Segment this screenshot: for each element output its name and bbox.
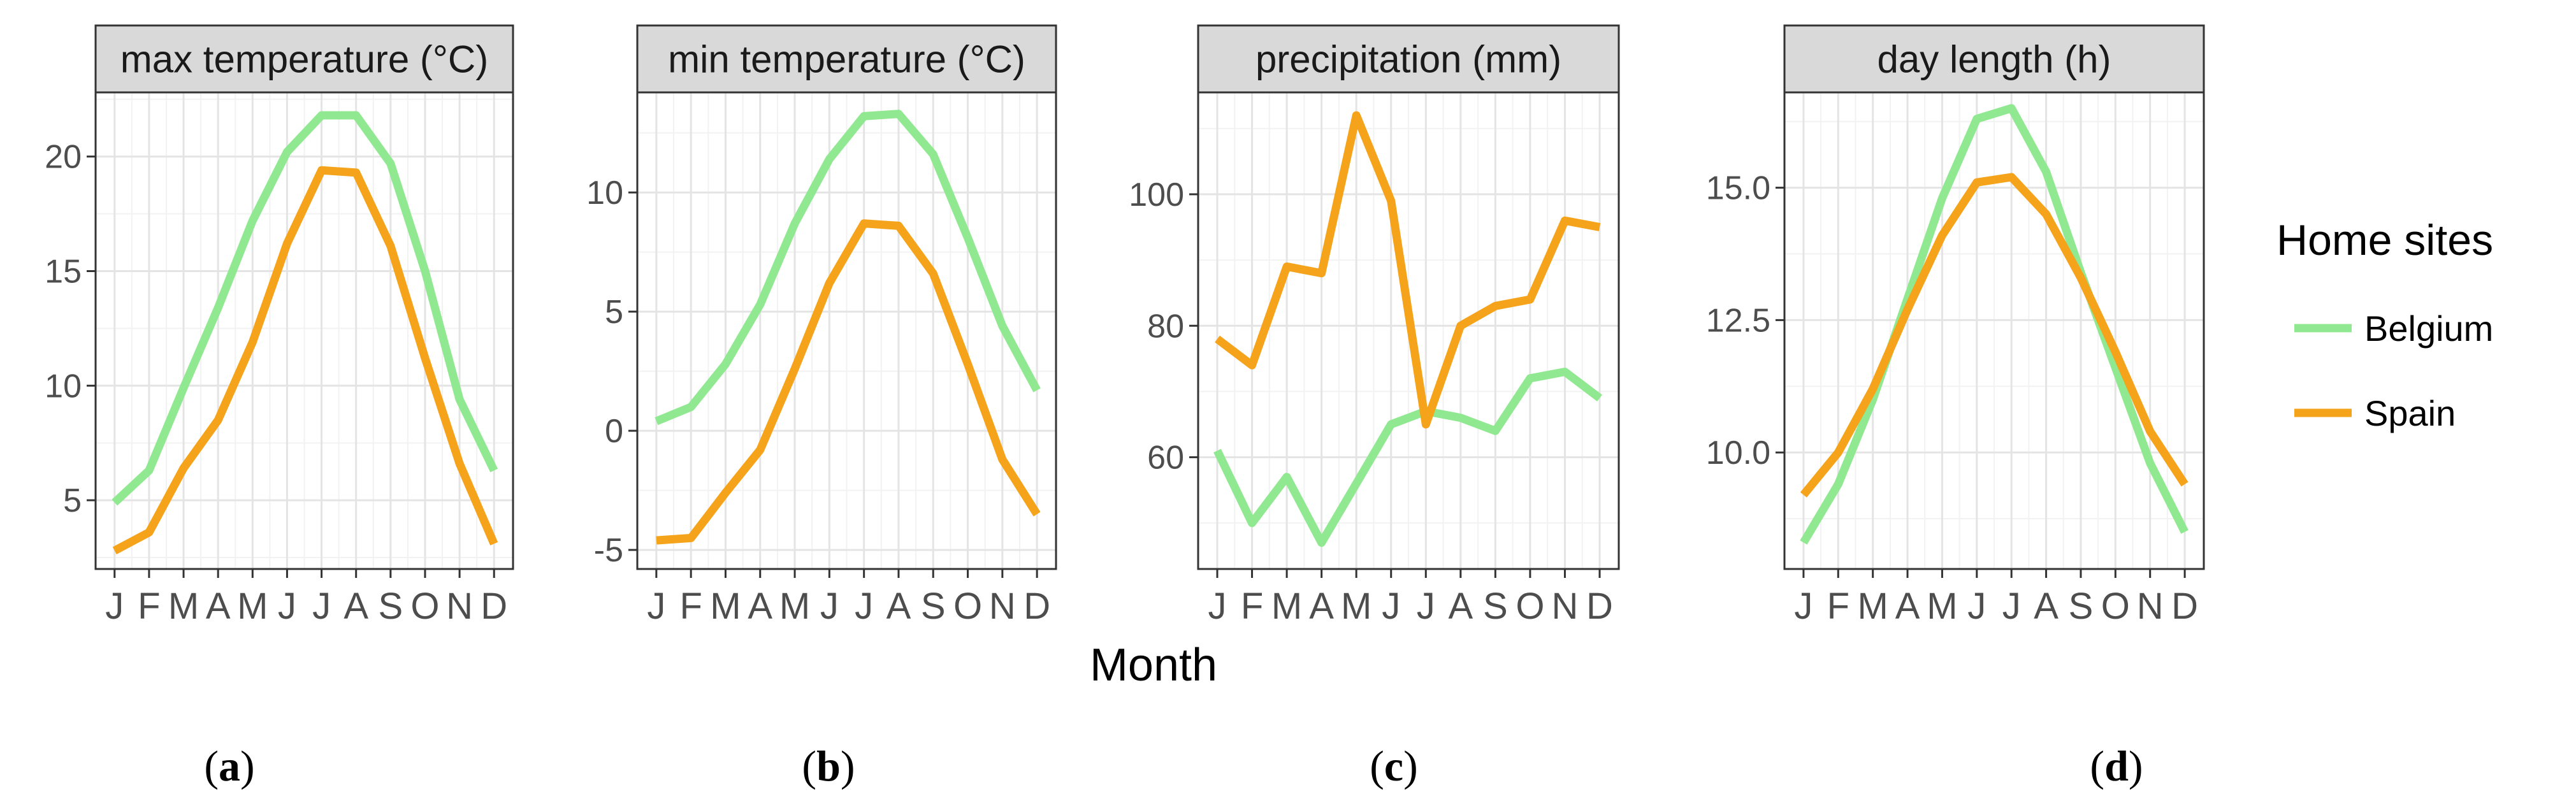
y-tick-label: 60 — [1147, 440, 1184, 477]
y-tick-label: 12.5 — [1706, 302, 1770, 339]
legend-title: Home sites — [2276, 216, 2493, 264]
panel-label-b: (b) — [802, 742, 855, 790]
panel-title: day length (h) — [1878, 38, 2111, 81]
panel-4: day length (h)10.012.515.0J F M A M J J A S O N D — [1706, 24, 2205, 627]
x-tick-label: J — [1208, 586, 1227, 627]
x-tick-label: F — [138, 586, 160, 627]
y-tick-label: 80 — [1147, 308, 1184, 345]
x-tick-label: J — [312, 586, 331, 627]
x-tick-label: J — [278, 586, 296, 627]
x-tick-label: O — [2101, 586, 2130, 627]
x-tick-label: A — [748, 586, 772, 627]
x-tick-label: A — [1895, 586, 1920, 627]
x-tick-label: F — [679, 586, 702, 627]
x-tick-label: J — [1382, 586, 1400, 627]
x-tick-label: S — [378, 586, 403, 627]
panel-border — [1197, 91, 1620, 570]
y-tick-label: 10 — [45, 368, 82, 405]
x-tick-label: D — [1024, 586, 1050, 627]
panel-title: max temperature (°C) — [120, 38, 488, 81]
panel-strip — [636, 24, 1057, 94]
panel-title: precipitation (mm) — [1255, 38, 1561, 81]
panel-border — [1783, 91, 2205, 570]
series-line-belgium — [1213, 368, 1602, 547]
panel-title: min temperature (°C) — [668, 38, 1025, 81]
x-tick-label: J — [820, 586, 839, 627]
panel-border — [636, 91, 1057, 570]
panel-border — [94, 91, 514, 570]
panel-strip — [1783, 24, 2205, 94]
x-tick-label: O — [410, 586, 439, 627]
x-tick-label: D — [1586, 586, 1613, 627]
legend: Home sites Belgium Spain — [2276, 216, 2493, 433]
x-tick-label: S — [921, 586, 946, 627]
series-line-belgium — [655, 110, 1041, 426]
series-line-belgium — [112, 111, 498, 506]
x-axis-title: Month — [1090, 640, 1217, 691]
series-line-belgium — [1800, 104, 2189, 545]
x-tick-label: N — [989, 586, 1016, 627]
panel-labels: (a) (b) (c) (d) — [204, 742, 2143, 790]
x-tick-label: F — [1241, 586, 1263, 627]
x-tick-label: J — [1417, 586, 1435, 627]
x-tick-label: S — [2069, 586, 2094, 627]
panel-strip — [94, 24, 514, 94]
x-tick-label: M — [1858, 586, 1888, 627]
x-tick-label: M — [1341, 586, 1371, 627]
x-tick-label: N — [446, 586, 473, 627]
x-tick-label: A — [2034, 586, 2059, 627]
x-tick-label: M — [1271, 586, 1302, 627]
x-tick-label: S — [1483, 586, 1508, 627]
x-tick-label: O — [953, 586, 982, 627]
y-tick-label: 15 — [45, 254, 82, 291]
x-tick-label: J — [2002, 586, 2021, 627]
x-tick-label: N — [2137, 586, 2164, 627]
y-tick-label: 5 — [63, 482, 82, 519]
x-tick-label: M — [1927, 586, 1957, 627]
y-tick-label: -5 — [594, 532, 623, 569]
x-tick-label: M — [168, 586, 199, 627]
panel-label-a: (a) — [204, 742, 254, 790]
x-tick-label: M — [710, 586, 741, 627]
series-line-spain — [1215, 111, 1601, 429]
x-tick-label: J — [1794, 586, 1813, 627]
legend-label-belgium: Belgium — [2364, 308, 2493, 349]
x-tick-label: M — [237, 586, 268, 627]
x-tick-label: J — [1967, 586, 1986, 627]
x-tick-label: A — [1448, 586, 1473, 627]
y-tick-label: 20 — [45, 139, 82, 176]
x-tick-label: A — [344, 586, 368, 627]
y-tick-label: 0 — [605, 413, 623, 450]
panel-label-c: (c) — [1370, 742, 1418, 790]
panel-strip — [1197, 24, 1620, 94]
y-tick-label: 10.0 — [1706, 435, 1770, 471]
x-tick-label: M — [779, 586, 810, 627]
y-tick-label: 10 — [586, 175, 623, 212]
x-tick-label: D — [481, 586, 507, 627]
x-tick-label: J — [855, 586, 873, 627]
x-tick-label: O — [1516, 586, 1544, 627]
x-tick-label: J — [105, 586, 124, 627]
x-tick-label: F — [1827, 586, 1849, 627]
series-line-spain — [1800, 173, 2189, 498]
y-tick-label: 5 — [605, 294, 623, 331]
x-tick-label: N — [1552, 586, 1579, 627]
series-line-spain — [112, 166, 498, 554]
y-tick-label: 15.0 — [1706, 170, 1770, 207]
y-tick-label: 100 — [1129, 176, 1184, 213]
legend-label-spain: Spain — [2364, 393, 2456, 433]
x-tick-label: D — [2171, 586, 2198, 627]
x-tick-label: A — [206, 586, 231, 627]
panel-label-d: (d) — [2090, 742, 2143, 790]
x-tick-label: A — [1309, 586, 1334, 627]
x-tick-label: J — [647, 586, 665, 627]
series-line-spain — [656, 219, 1041, 545]
x-tick-label: A — [886, 586, 911, 627]
